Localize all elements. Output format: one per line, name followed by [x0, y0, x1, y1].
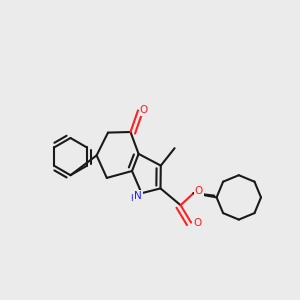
Text: H: H [130, 194, 136, 203]
Text: N: N [134, 191, 142, 201]
Text: O: O [194, 218, 202, 228]
Text: O: O [140, 105, 148, 116]
Text: O: O [195, 186, 203, 196]
